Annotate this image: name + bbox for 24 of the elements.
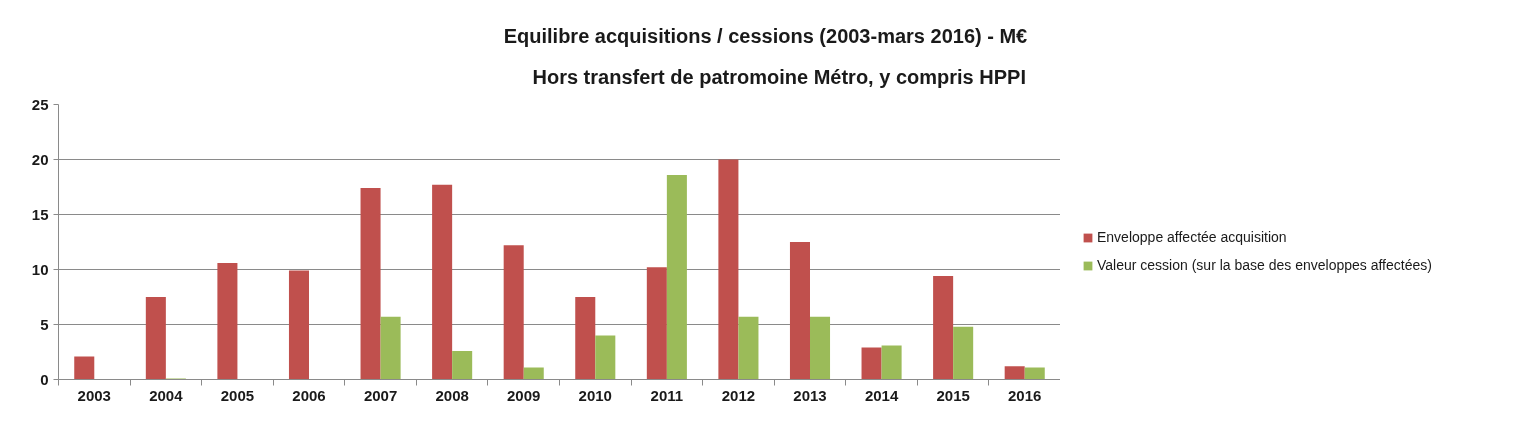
x-tick-label: 2007 — [363, 386, 398, 404]
chart-title: Equilibre acquisitions / cessions (2003-mars 2016) - M€ — [503, 24, 1028, 47]
x-tick-label: 2003 — [77, 386, 111, 404]
x-tick-label: 2010 — [578, 386, 612, 404]
y-tick-label: 15 — [31, 205, 49, 223]
y-tick-label: 25 — [31, 95, 49, 113]
x-tick-label: 2012 — [721, 386, 756, 404]
x-tick-label: 2006 — [292, 386, 326, 404]
x-tick-label: 2009 — [507, 386, 541, 404]
x-tick-label: 2015 — [936, 386, 970, 404]
x-tick-label: 2013 — [793, 386, 827, 404]
legend-label: Enveloppe affectée acquisition — [1097, 229, 1287, 245]
legend-label: Valeur cession (sur la base des enveloppes affectées) — [1097, 257, 1432, 273]
y-tick-label: 5 — [40, 315, 49, 333]
chart-subtitle: Hors transfert de patromoine Métro, y compris HPPI — [532, 65, 1026, 88]
x-tick-label: 2014 — [864, 386, 899, 404]
x-tick-label: 2004 — [149, 386, 184, 404]
y-tick-label: 10 — [31, 260, 49, 278]
x-tick-label: 2008 — [435, 386, 469, 404]
y-tick-label: 20 — [31, 150, 49, 168]
x-tick-label: 2011 — [650, 386, 684, 404]
x-tick-label: 2016 — [1008, 386, 1042, 404]
y-tick-label: 0 — [40, 370, 49, 388]
x-tick-label: 2005 — [220, 386, 255, 404]
